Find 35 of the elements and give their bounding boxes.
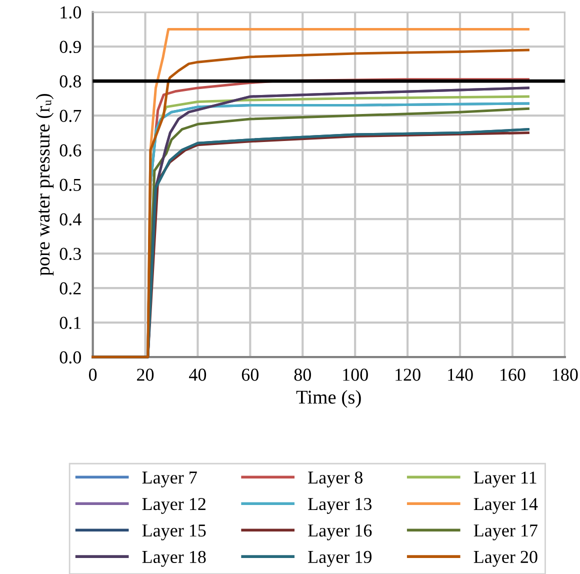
y-tick-label: 0.6 bbox=[60, 144, 82, 157]
legend-label: Layer 15 bbox=[142, 524, 206, 540]
x-tick-label: 80 bbox=[294, 368, 311, 381]
legend-label: Layer 17 bbox=[474, 524, 538, 540]
legend-label: Layer 18 bbox=[142, 550, 206, 567]
x-tick-label: 0 bbox=[88, 368, 97, 381]
x-tick-label: 180 bbox=[552, 368, 578, 381]
legend-label: Layer 16 bbox=[308, 524, 372, 540]
legend-label: Layer 12 bbox=[142, 498, 206, 514]
y-tick-label: 0.4 bbox=[60, 213, 82, 226]
x-tick-label: 140 bbox=[448, 368, 473, 381]
y-tick-label: 0.2 bbox=[60, 282, 81, 295]
y-tick-label: 1.0 bbox=[60, 6, 81, 19]
legend-label: Layer 13 bbox=[308, 498, 372, 514]
legend-label: Layer 14 bbox=[474, 498, 538, 514]
legend-label: Layer 8 bbox=[308, 471, 363, 488]
x-axis-title: Time (s) bbox=[296, 390, 361, 408]
legend-label: Layer 19 bbox=[308, 550, 372, 567]
y-tick-label: 0.8 bbox=[60, 75, 81, 88]
legend-label: Layer 11 bbox=[474, 472, 536, 488]
x-tick-label: 20 bbox=[137, 368, 154, 381]
legend-label: Layer 20 bbox=[474, 550, 538, 567]
y-tick-label: 0.9 bbox=[60, 40, 81, 54]
x-tick-label: 100 bbox=[343, 368, 368, 381]
y-tick-label: 0.3 bbox=[60, 248, 81, 260]
x-tick-label: 160 bbox=[500, 368, 526, 381]
x-tick-label: 40 bbox=[189, 368, 206, 381]
y-tick-label: 0.7 bbox=[60, 110, 82, 122]
y-tick-label: 0.1 bbox=[60, 316, 81, 330]
y-tick-label: 0.5 bbox=[60, 178, 81, 192]
y-tick-label: 0.0 bbox=[60, 351, 81, 364]
y-axis-title: pore water pressure (rᵤ) bbox=[36, 94, 54, 276]
legend-label: Layer 7 bbox=[142, 472, 197, 488]
x-tick-label: 120 bbox=[396, 368, 420, 381]
x-tick-label: 60 bbox=[242, 368, 259, 381]
